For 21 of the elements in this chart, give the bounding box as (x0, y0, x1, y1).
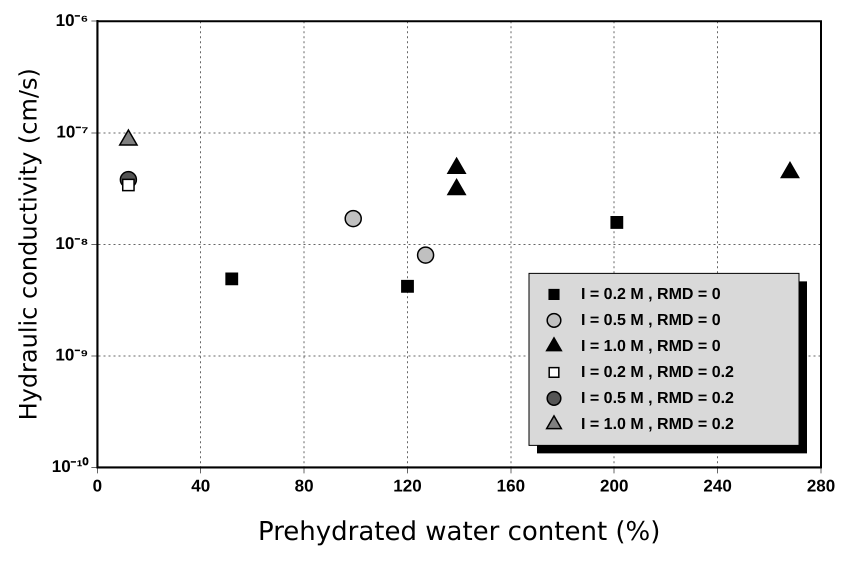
x-axis-title: Prehydrated water content (%) (258, 517, 660, 548)
y-tick-label: 10⁻⁸ (55, 234, 88, 253)
legend-label: I = 0.2 M , RMD = 0.2 (581, 364, 734, 381)
x-tick-label: 80 (294, 476, 314, 496)
x-tick-label: 40 (191, 476, 210, 496)
x-tick-label: 0 (92, 476, 102, 496)
legend-label: I = 1.0 M , RMD = 0.2 (581, 416, 734, 433)
y-tick-label: 10⁻⁹ (55, 346, 88, 365)
x-tick-label: 240 (703, 476, 732, 496)
x-tick-label: 200 (600, 476, 628, 496)
y-tick-label: 10⁻¹⁰ (52, 457, 88, 476)
legend-label: I = 0.5 M , RMD = 0 (581, 312, 721, 329)
y-tick-label: 10⁻⁷ (56, 122, 88, 142)
y-tick-label: 10⁻⁶ (56, 10, 88, 30)
legend-label: I = 0.2 M , RMD = 0 (581, 286, 721, 303)
legend-label: I = 0.5 M , RMD = 0.2 (581, 390, 734, 407)
y-axis-title: Hydraulic conductivity (cm/s) (14, 68, 43, 420)
x-tick-label: 280 (806, 476, 836, 496)
x-tick-label: 160 (496, 476, 526, 496)
x-tick-label: 120 (393, 476, 422, 496)
legend-label: I = 1.0 M , RMD = 0 (581, 338, 721, 355)
